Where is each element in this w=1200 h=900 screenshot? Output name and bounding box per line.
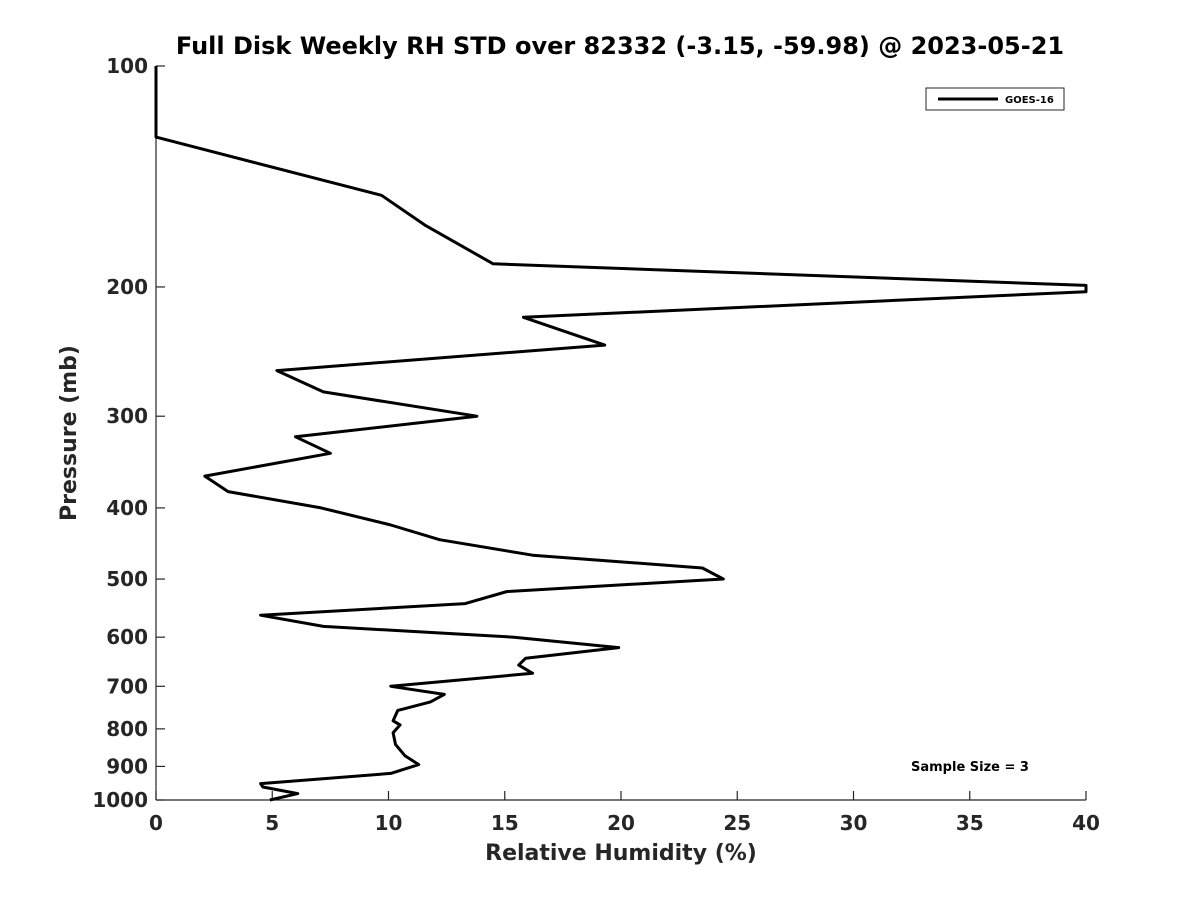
y-tick-label: 300 — [106, 404, 148, 428]
y-tick-label: 500 — [106, 567, 148, 591]
x-tick-label: 40 — [1072, 811, 1100, 835]
y-tick-label: 400 — [106, 496, 148, 520]
x-ticks: 0 5 10 15 20 25 30 35 40 — [149, 791, 1100, 835]
x-tick-label: 0 — [149, 811, 163, 835]
x-tick-label: 5 — [265, 811, 279, 835]
y-axis-label: Pressure (mb) — [57, 345, 82, 521]
x-tick-label: 25 — [723, 811, 751, 835]
y-tick-label: 100 — [106, 54, 148, 78]
y-tick-label: 1000 — [92, 788, 148, 812]
chart-title: Full Disk Weekly RH STD over 82332 (-3.1… — [176, 32, 1064, 60]
series-line-goes-16 — [154, 66, 1088, 802]
y-tick-label: 200 — [106, 275, 148, 299]
legend-label: GOES-16 — [1005, 95, 1054, 106]
y-tick-label: 600 — [106, 625, 148, 649]
y-tick-label: 700 — [106, 674, 148, 698]
legend[interactable]: GOES-16 — [925, 87, 1065, 111]
x-axis-label: Relative Humidity (%) — [485, 841, 757, 866]
x-tick-label: 15 — [491, 811, 519, 835]
x-tick-label: 30 — [840, 811, 868, 835]
axes — [155, 66, 1086, 801]
y-ticks: 100 200 300 400 500 600 700 800 900 1000 — [92, 54, 165, 812]
x-tick-label: 35 — [956, 811, 984, 835]
sample-size-annotation: Sample Size = 3 — [911, 760, 1029, 775]
x-tick-label: 20 — [607, 811, 635, 835]
y-tick-label: 800 — [106, 717, 148, 741]
y-tick-label: 900 — [106, 754, 148, 778]
x-tick-label: 10 — [375, 811, 403, 835]
